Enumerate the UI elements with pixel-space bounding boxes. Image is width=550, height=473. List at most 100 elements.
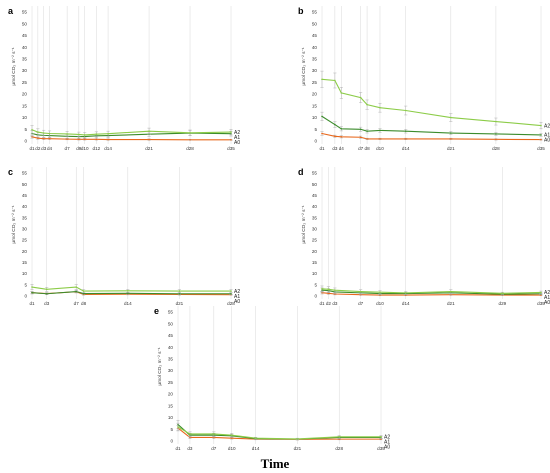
data-point-a-A0-7 bbox=[95, 138, 98, 141]
data-point-c-A1-4 bbox=[127, 292, 129, 295]
data-point-c-A1-3 bbox=[82, 292, 85, 295]
data-point-b-A0-2 bbox=[340, 135, 343, 138]
y-tick-label-a-0: 0 bbox=[24, 139, 27, 144]
data-point-b-A2-5 bbox=[379, 106, 381, 109]
data-point-c-A1-1 bbox=[45, 292, 48, 295]
y-tick-label-d-7: 35 bbox=[312, 215, 318, 220]
y-tick-label-e-11: 55 bbox=[168, 310, 174, 315]
series-line-e-A0 bbox=[177, 427, 381, 440]
series-label-b-A1: A1 bbox=[544, 133, 550, 139]
x-tick-label-e-3: d10 bbox=[228, 446, 236, 451]
y-tick-label-e-9: 45 bbox=[168, 333, 174, 338]
y-tick-label-d-8: 40 bbox=[312, 204, 318, 209]
y-tick-label-a-7: 35 bbox=[22, 57, 28, 62]
data-point-b-A0-8 bbox=[495, 138, 497, 141]
panel-b: b 0 5 10 15 20 25 30 35 40 45 50 55 µmol CO₂ m⁻² s⁻¹ d… bbox=[298, 6, 550, 151]
y-tick-label-c-6: 30 bbox=[22, 227, 28, 232]
series-label-d-A1: A1 bbox=[544, 295, 550, 301]
x-tick-label-a-0: d1 bbox=[29, 146, 35, 151]
x-tick-label-d-2: d3 bbox=[332, 301, 338, 306]
data-point-a-A2-3 bbox=[48, 132, 51, 135]
panels-group: a 0 5 10 15 20 25 30 35 40 45 50 55 µmol CO₂ m⁻² s⁻¹ d… bbox=[8, 6, 550, 451]
y-tick-label-a-2: 10 bbox=[22, 115, 28, 120]
y-tick-label-e-0: 0 bbox=[170, 439, 173, 444]
x-tick-label-e-6: d28 bbox=[335, 446, 343, 451]
y-tick-label-e-5: 25 bbox=[168, 380, 174, 385]
x-tick-label-e-5: d21 bbox=[294, 446, 302, 451]
y-tick-label-b-8: 40 bbox=[312, 45, 318, 50]
panel-a: a 0 5 10 15 20 25 30 35 40 45 50 55 µmol CO₂ m⁻² s⁻¹ d… bbox=[8, 6, 240, 151]
y-axis-label-e: µmol CO₂ m⁻² s⁻¹ bbox=[157, 347, 163, 386]
y-axis-label-a: µmol CO₂ m⁻² s⁻¹ bbox=[11, 47, 17, 86]
data-point-a-A2-2 bbox=[42, 132, 45, 134]
panel-label-d: d bbox=[298, 167, 304, 177]
y-tick-label-c-10: 50 bbox=[22, 182, 28, 187]
y-tick-label-c-8: 40 bbox=[22, 204, 28, 209]
data-point-a-A2-11 bbox=[230, 131, 232, 133]
data-point-b-A1-5 bbox=[379, 129, 381, 132]
x-tick-label-a-7: d12 bbox=[93, 146, 101, 151]
data-point-a-A0-3 bbox=[48, 137, 51, 140]
data-point-e-A2-6 bbox=[338, 435, 341, 438]
data-point-b-A2-6 bbox=[404, 109, 407, 112]
y-tick-label-e-3: 15 bbox=[168, 403, 174, 408]
x-tick-label-b-5: d10 bbox=[376, 146, 384, 151]
data-point-a-A0-11 bbox=[230, 139, 232, 141]
x-tick-label-a-9: d21 bbox=[145, 146, 153, 151]
y-tick-label-c-3: 15 bbox=[22, 260, 28, 265]
series-line-a-A1 bbox=[31, 132, 232, 138]
data-point-d-A2-8 bbox=[540, 291, 542, 294]
data-point-b-A1-9 bbox=[540, 134, 542, 136]
x-tick-label-b-4: d8 bbox=[365, 146, 371, 151]
data-point-a-A0-6 bbox=[83, 138, 86, 141]
series-line-a-A0 bbox=[31, 136, 231, 141]
y-tick-label-e-4: 20 bbox=[168, 392, 174, 397]
x-tick-label-c-0: d1 bbox=[29, 301, 35, 306]
data-point-b-A1-3 bbox=[359, 128, 362, 131]
data-point-a-A0-9 bbox=[148, 138, 150, 141]
series-label-a-A1: A1 bbox=[234, 135, 240, 141]
series-label-b-A0: A0 bbox=[544, 138, 550, 144]
data-point-c-A2-0 bbox=[31, 286, 33, 288]
data-point-d-A2-4 bbox=[379, 291, 381, 293]
series-line-b-A1 bbox=[321, 115, 542, 136]
y-tick-label-a-11: 55 bbox=[22, 10, 28, 15]
y-tick-label-d-1: 5 bbox=[314, 282, 317, 287]
x-tick-label-d-8: d35 bbox=[537, 301, 545, 306]
y-tick-label-d-5: 25 bbox=[312, 238, 318, 243]
x-tick-label-e-1: d3 bbox=[187, 446, 193, 451]
panel-c: c 0 5 10 15 20 25 30 35 40 45 50 55 µmol CO₂ m⁻² s⁻¹ d… bbox=[8, 167, 240, 306]
y-tick-label-c-7: 35 bbox=[22, 215, 28, 220]
y-tick-label-d-4: 20 bbox=[312, 249, 318, 254]
y-tick-label-c-11: 55 bbox=[22, 171, 28, 176]
data-point-e-A2-0 bbox=[177, 426, 179, 428]
y-axis-label-d: µmol CO₂ m⁻² s⁻¹ bbox=[301, 205, 307, 244]
x-tick-label-c-2: d7 bbox=[74, 301, 80, 306]
series-label-b-A2: A2 bbox=[544, 123, 550, 129]
series-line-b-A2 bbox=[321, 78, 542, 127]
x-tick-label-e-7: d35 bbox=[377, 446, 385, 451]
data-point-c-A2-3 bbox=[82, 290, 85, 292]
data-point-b-A0-7 bbox=[450, 138, 452, 140]
y-tick-label-c-9: 45 bbox=[22, 193, 28, 198]
x-tick-label-b-2: d4 bbox=[339, 146, 345, 151]
x-tick-label-a-4: d7 bbox=[65, 146, 71, 151]
series-line-e-A1 bbox=[177, 424, 381, 440]
y-tick-label-d-11: 55 bbox=[312, 171, 318, 176]
data-point-b-A0-3 bbox=[359, 136, 362, 139]
y-tick-label-c-0: 0 bbox=[24, 294, 27, 299]
panel-label-a: a bbox=[8, 6, 14, 16]
y-axis-label-b: µmol CO₂ m⁻² s⁻¹ bbox=[301, 47, 307, 86]
y-tick-label-b-10: 50 bbox=[312, 21, 318, 26]
x-tick-label-a-10: d28 bbox=[186, 146, 194, 151]
x-axis-title: Time bbox=[261, 456, 290, 471]
data-point-b-A1-7 bbox=[450, 132, 452, 134]
data-point-c-A1-6 bbox=[230, 292, 232, 295]
data-point-c-A1-5 bbox=[178, 292, 181, 295]
y-tick-label-e-10: 50 bbox=[168, 321, 174, 326]
y-tick-label-e-6: 30 bbox=[168, 368, 174, 373]
x-tick-label-a-2: d3 bbox=[41, 146, 47, 151]
data-point-d-A2-6 bbox=[450, 290, 452, 293]
y-tick-label-a-3: 15 bbox=[22, 103, 28, 108]
y-tick-label-c-4: 20 bbox=[22, 249, 28, 254]
